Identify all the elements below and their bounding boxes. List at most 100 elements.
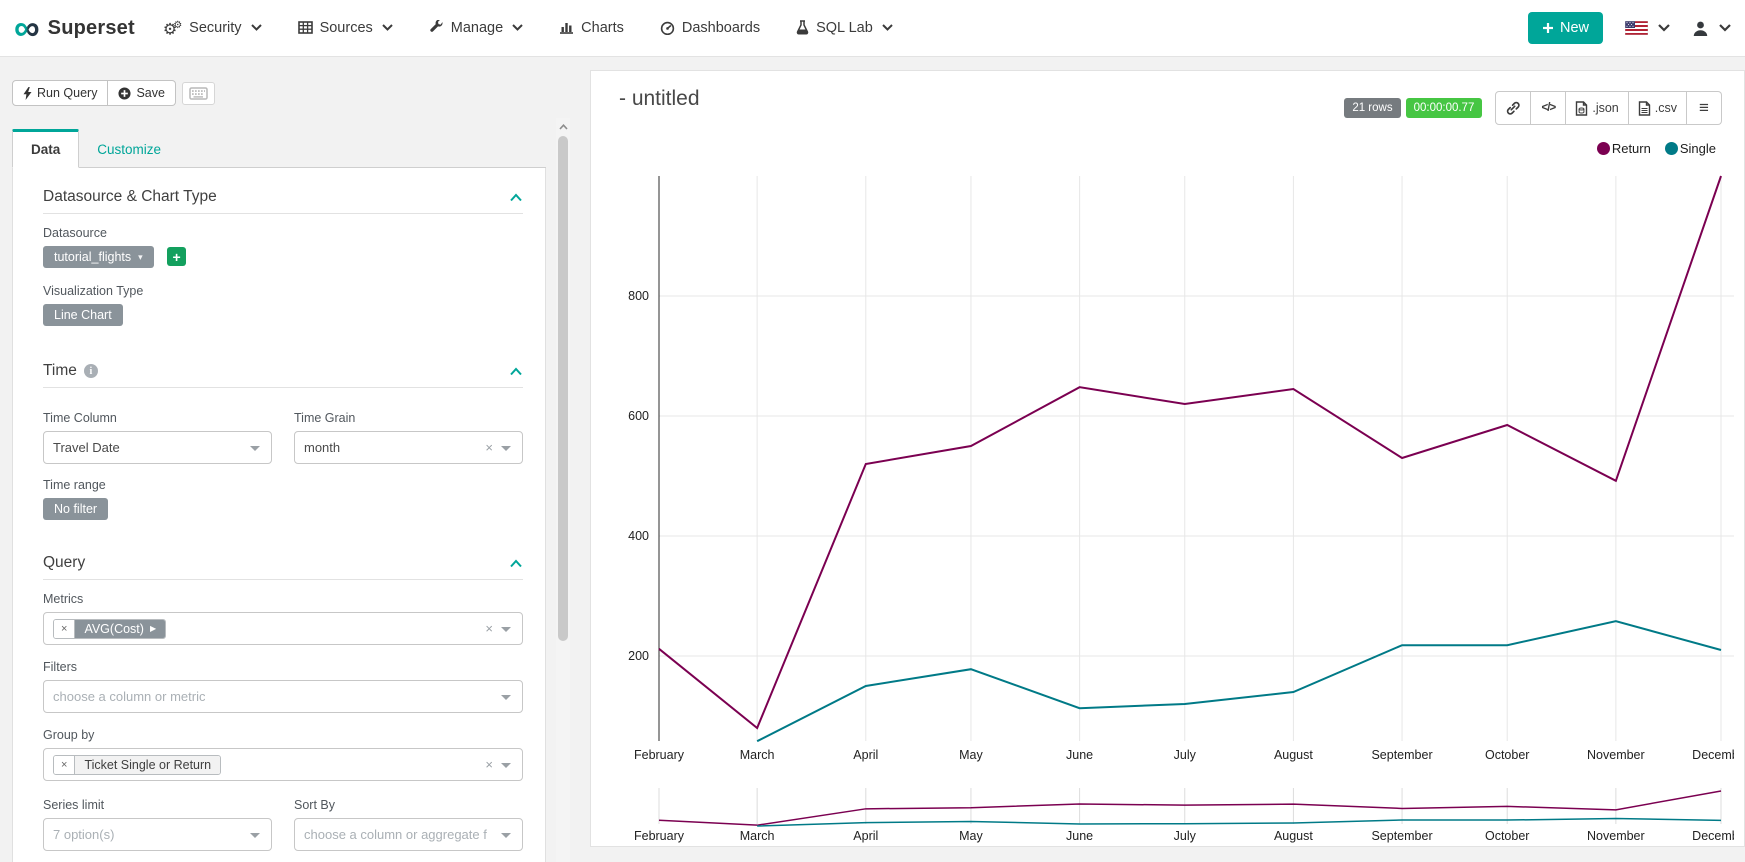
- time-column-label: Time Column: [43, 411, 117, 425]
- export-csv-button[interactable]: .csv: [1628, 91, 1687, 125]
- svg-text:November: November: [1587, 829, 1645, 843]
- info-icon: i: [83, 364, 98, 378]
- time-range-selector[interactable]: No filter: [43, 498, 109, 520]
- lightning-icon: [23, 86, 32, 100]
- time-grain-select[interactable]: month ×: [294, 431, 523, 464]
- group-by-tag[interactable]: × Ticket Single or Return: [53, 754, 222, 775]
- nav-item-label: Sources: [319, 19, 373, 36]
- panel-scrollbar[interactable]: [556, 118, 570, 862]
- chart-menu-button[interactable]: ≡: [1687, 91, 1722, 125]
- control-tabs: Data Customize: [12, 128, 546, 168]
- scrollbar-up-arrow[interactable]: [556, 120, 570, 134]
- scrollbar-thumb[interactable]: [558, 136, 568, 641]
- language-selector[interactable]: [1625, 21, 1670, 35]
- chevron-down-icon: [250, 24, 262, 32]
- chevron-down-icon: [882, 24, 893, 32]
- series-limit-select[interactable]: 7 option(s): [43, 818, 272, 851]
- chevron-down-icon: [501, 832, 511, 838]
- nav-item-dashboards[interactable]: Dashboards: [660, 20, 760, 36]
- bar-chart-icon: [560, 23, 574, 35]
- svg-text:April: April: [853, 829, 878, 843]
- section-title: Datasource & Chart Type: [43, 188, 217, 205]
- nav-item-sources[interactable]: Sources: [297, 19, 393, 36]
- export-csv-label: .csv: [1654, 101, 1677, 115]
- svg-text:December: December: [1692, 829, 1734, 843]
- chevron-up-icon: [510, 559, 522, 567]
- brand-name: Superset: [47, 16, 135, 39]
- nav-item-label: Manage: [450, 19, 504, 36]
- clear-icon[interactable]: ×: [485, 620, 493, 636]
- chart-actions: </> .json .csv ≡: [1495, 91, 1722, 125]
- chevron-down-icon: [250, 832, 260, 838]
- svg-text:February: February: [634, 748, 685, 762]
- user-menu[interactable]: [1692, 20, 1731, 37]
- new-button[interactable]: New: [1527, 12, 1603, 44]
- sort-by-select[interactable]: choose a column or aggregate f...: [294, 818, 523, 851]
- section-time[interactable]: Time i: [43, 362, 523, 380]
- chart-title[interactable]: - untitled: [619, 87, 700, 110]
- svg-text:800: 800: [628, 289, 649, 303]
- svg-text:November: November: [1587, 748, 1645, 762]
- file-csv-icon: [1638, 100, 1650, 116]
- run-query-button[interactable]: Run Query: [12, 80, 109, 106]
- metric-tag[interactable]: × AVG(Cost) ▶: [53, 618, 167, 639]
- share-link-button[interactable]: [1495, 91, 1532, 125]
- legend-item-single[interactable]: Single: [1664, 141, 1716, 156]
- nav-item-manage[interactable]: Manage: [429, 20, 523, 36]
- nav-item-sql-lab[interactable]: SQL Lab: [796, 20, 893, 36]
- add-datasource-button[interactable]: +: [167, 247, 187, 267]
- legend-item-return[interactable]: Return: [1596, 141, 1651, 156]
- infinity-logo-icon: ∞: [14, 7, 40, 48]
- clear-icon[interactable]: ×: [485, 756, 493, 772]
- svg-text:June: June: [1066, 829, 1093, 843]
- chevron-down-icon: [1658, 24, 1670, 32]
- legend-label: Return: [1611, 141, 1651, 156]
- svg-text:October: October: [1485, 829, 1529, 843]
- metrics-select[interactable]: × AVG(Cost) ▶ ×: [43, 612, 523, 645]
- section-query[interactable]: Query: [43, 554, 523, 572]
- chevron-up-icon: [510, 193, 522, 201]
- time-grain-label: Time Grain: [294, 411, 356, 425]
- remove-icon[interactable]: ×: [54, 619, 76, 638]
- keyboard-shortcuts-button[interactable]: [181, 81, 215, 105]
- remove-icon[interactable]: ×: [54, 755, 76, 774]
- datasource-selector[interactable]: tutorial_flights ▾: [43, 246, 154, 268]
- chevron-down-icon: [501, 694, 511, 700]
- svg-text:May: May: [959, 829, 983, 843]
- group-by-select[interactable]: × Ticket Single or Return ×: [43, 748, 523, 781]
- user-icon: [1693, 21, 1708, 36]
- svg-text:February: February: [634, 829, 685, 843]
- new-button-label: New: [1559, 20, 1589, 36]
- svg-text:400: 400: [628, 529, 649, 543]
- viz-type-selector[interactable]: Line Chart: [43, 304, 123, 326]
- control-panel-body: Datasource & Chart Type Datasource tutor…: [12, 168, 546, 862]
- file-json-icon: [1576, 100, 1588, 116]
- menu-icon: ≡: [1699, 98, 1709, 117]
- clear-icon[interactable]: ×: [485, 439, 493, 455]
- time-range-label: Time range: [43, 478, 106, 492]
- time-column-select[interactable]: Travel Date: [43, 431, 272, 464]
- tab-data[interactable]: Data: [12, 129, 80, 168]
- tab-customize[interactable]: Customize: [97, 142, 162, 157]
- navbar: ∞ Superset ⚙⚙ Security Sources Manage Ch…: [0, 0, 1745, 57]
- superset-logo[interactable]: ∞ Superset: [14, 7, 135, 48]
- save-button[interactable]: Save: [108, 80, 176, 106]
- section-datasource-chart-type[interactable]: Datasource & Chart Type: [43, 188, 523, 206]
- link-icon: [1507, 101, 1521, 115]
- time-range-value: No filter: [54, 502, 98, 516]
- view-query-button[interactable]: </>: [1531, 91, 1567, 125]
- export-json-button[interactable]: .json: [1566, 91, 1629, 125]
- svg-text:April: April: [853, 748, 878, 762]
- nav-item-charts[interactable]: Charts: [559, 20, 624, 36]
- svg-text:June: June: [1066, 748, 1093, 762]
- nav-item-security[interactable]: ⚙⚙ Security: [163, 20, 262, 38]
- chevron-down-icon: [250, 445, 260, 451]
- viz-type-value: Line Chart: [54, 308, 112, 322]
- line-chart[interactable]: 200 400 600 800 February February March March Ap…: [591, 156, 1734, 846]
- filters-select[interactable]: choose a column or metric: [43, 680, 523, 713]
- metric-tag-label: AVG(Cost): [84, 621, 144, 636]
- svg-text:September: September: [1371, 748, 1432, 762]
- chevron-up-icon: [558, 124, 568, 130]
- gauge-icon: [660, 21, 675, 35]
- svg-text:March: March: [740, 829, 775, 843]
